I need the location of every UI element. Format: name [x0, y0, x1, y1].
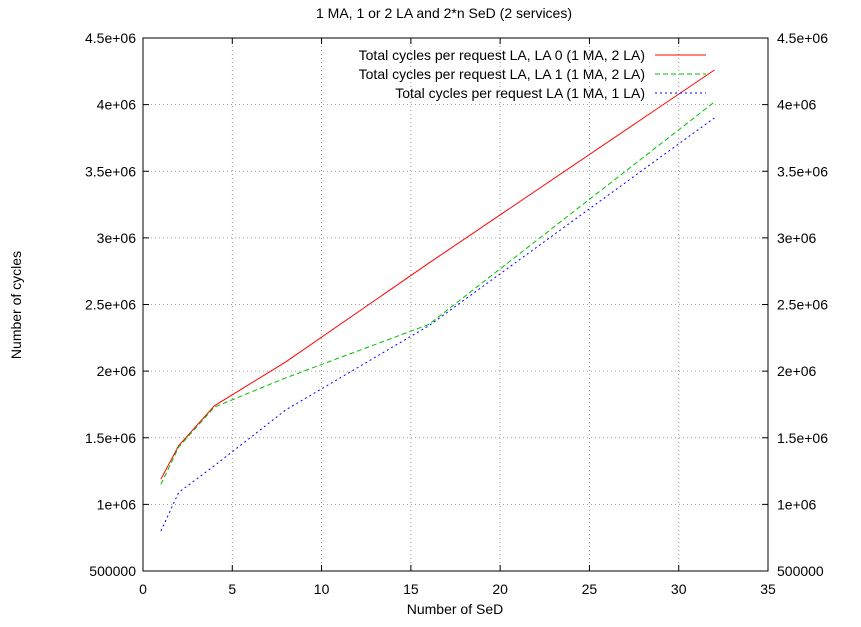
- y-tick-label-right: 4.5e+06: [777, 30, 828, 46]
- x-tick-label: 35: [760, 581, 776, 597]
- y-tick-label-right: 500000: [777, 563, 824, 579]
- y-tick-label-right: 2e+06: [777, 363, 817, 379]
- x-tick-label: 20: [492, 581, 508, 597]
- legend-label: Total cycles per request LA, LA 0 (1 MA,…: [359, 47, 645, 63]
- y-tick-label-right: 1e+06: [777, 496, 817, 512]
- x-tick-label: 10: [314, 581, 330, 597]
- chart-title: 1 MA, 1 or 2 LA and 2*n SeD (2 services): [316, 5, 572, 21]
- y-tick-label-right: 1.5e+06: [777, 430, 828, 446]
- legend: Total cycles per request LA, LA 0 (1 MA,…: [359, 47, 706, 101]
- y-axis-title: Number of cycles: [8, 251, 24, 359]
- series-group: [160, 69, 715, 532]
- y-tick-label-right: 2.5e+06: [777, 297, 828, 313]
- y-tick-label-right: 4e+06: [777, 97, 817, 113]
- y-tick-label: 2e+06: [97, 363, 137, 379]
- legend-label: Total cycles per request LA (1 MA, 1 LA): [395, 85, 645, 101]
- x-tick-label: 0: [139, 581, 147, 597]
- y-tick-label: 2.5e+06: [85, 297, 136, 313]
- series-line-2: [160, 117, 715, 532]
- y-tick-label: 3.5e+06: [85, 163, 136, 179]
- x-axis-title: Number of SeD: [407, 601, 503, 617]
- y-tick-label: 1.5e+06: [85, 430, 136, 446]
- x-tick-label: 25: [582, 581, 598, 597]
- y-tick-label: 4e+06: [97, 97, 137, 113]
- y-tick-label: 4.5e+06: [85, 30, 136, 46]
- legend-label: Total cycles per request LA, LA 1 (1 MA,…: [359, 66, 645, 82]
- y-tick-label-right: 3e+06: [777, 230, 817, 246]
- y-tick-label: 1e+06: [97, 496, 137, 512]
- y-tick-label: 500000: [89, 563, 136, 579]
- x-tick-label: 5: [228, 581, 236, 597]
- series-line-0: [160, 69, 715, 480]
- series-line-1: [160, 101, 715, 485]
- y-tick-label-right: 3.5e+06: [777, 163, 828, 179]
- x-tick-label: 30: [671, 581, 687, 597]
- y-tick-label: 3e+06: [97, 230, 137, 246]
- x-tick-label: 15: [403, 581, 419, 597]
